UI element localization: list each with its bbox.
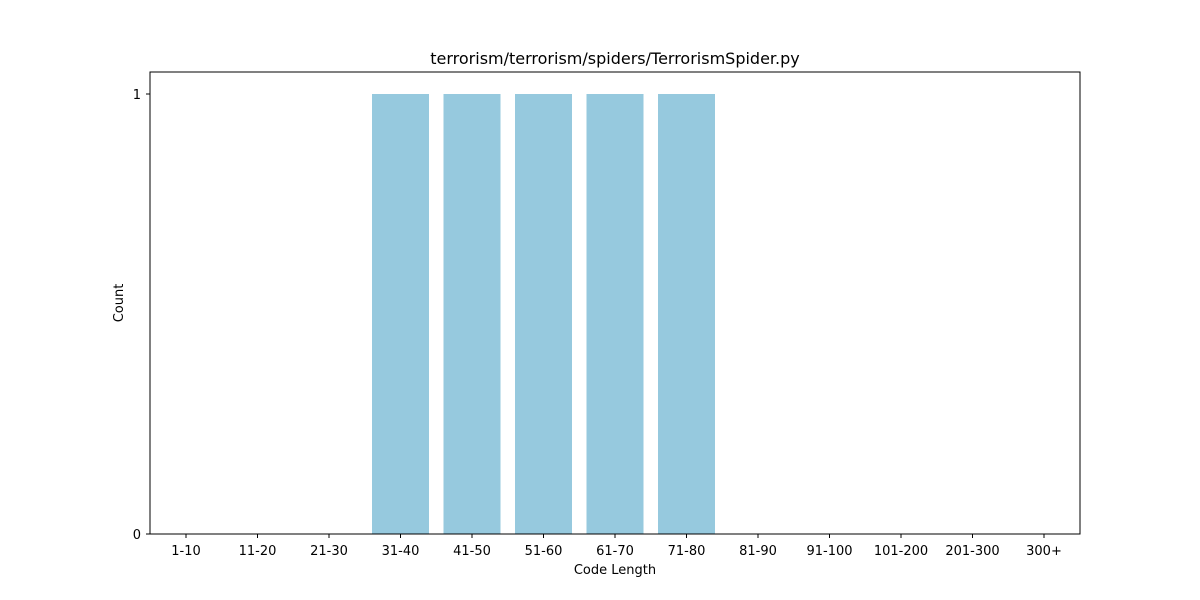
y-tick-label: 0 <box>133 528 141 543</box>
x-tick-label: 201-300 <box>945 544 999 559</box>
y-tick-label: 1 <box>133 88 141 103</box>
x-axis-ticks: 1-10 11-20 21-30 31-40 41-50 51-60 61-70 71-80 8… <box>171 534 1062 559</box>
x-tick-label: 91-100 <box>806 544 852 559</box>
x-tick-label: 101-200 <box>874 544 928 559</box>
bar-41-50 <box>443 94 501 534</box>
x-tick-label: 51-60 <box>525 544 563 559</box>
x-tick-label: 1-10 <box>171 544 201 559</box>
bar-61-70 <box>586 94 644 534</box>
bars-group <box>372 94 715 534</box>
x-tick-label: 41-50 <box>453 544 491 559</box>
bar-71-80 <box>658 94 715 534</box>
y-axis-ticks: 01 <box>133 88 150 543</box>
x-tick-label: 61-70 <box>596 544 634 559</box>
x-tick-label: 300+ <box>1026 544 1062 559</box>
bar-31-40 <box>372 94 429 534</box>
x-tick-label: 81-90 <box>739 544 777 559</box>
y-axis-label: Count <box>112 284 127 323</box>
x-tick-label: 71-80 <box>668 544 706 559</box>
x-tick-label: 21-30 <box>310 544 348 559</box>
x-tick-label: 31-40 <box>382 544 420 559</box>
bar-51-60 <box>515 94 572 534</box>
x-tick-label: 11-20 <box>239 544 277 559</box>
x-axis-label: Code Length <box>574 563 656 578</box>
chart-title: terrorism/terrorism/spiders/TerrorismSpi… <box>430 49 800 68</box>
